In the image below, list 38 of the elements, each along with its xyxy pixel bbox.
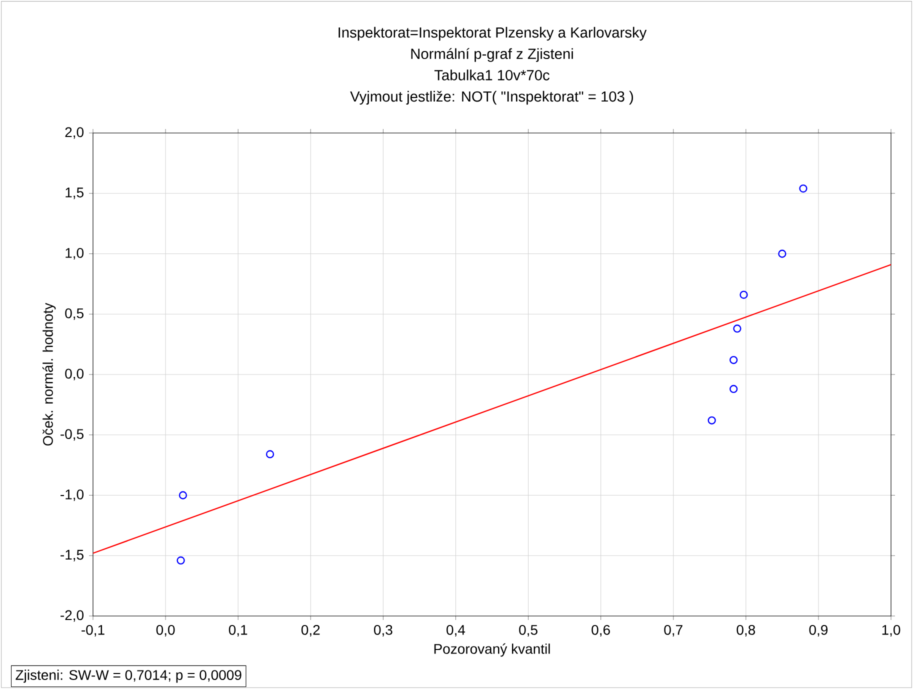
y-tick-label: 0,0	[65, 368, 84, 380]
y-tick-label: -0,5	[60, 429, 84, 441]
point	[266, 450, 274, 458]
y-tick-label: 0,5	[65, 308, 84, 320]
x-tick-label: -0,1	[82, 624, 104, 637]
point	[708, 416, 716, 424]
text: Tabulka1 10v*70c	[434, 70, 550, 80]
point	[176, 556, 185, 565]
y-tick-label: 2,0	[65, 127, 84, 139]
chart-subtitle: Normální p-graf z Zjisteni	[411, 48, 573, 62]
x-axis-title: Pozorovaný kvantil	[434, 643, 550, 657]
y-tick-label: -1,0	[60, 489, 84, 502]
x-tick-label: 0,1	[228, 624, 248, 637]
x-tick-label: 0,9	[809, 624, 828, 637]
x-tick-label: 0,3	[374, 624, 392, 637]
point	[733, 324, 742, 333]
y-tick-label: -1,5	[60, 550, 84, 562]
x-tick-label: 0,6	[592, 624, 610, 637]
point	[799, 184, 808, 193]
point	[740, 290, 748, 299]
x-tick-label: 0,8	[736, 624, 756, 637]
x-tick-label: 0,2	[301, 624, 320, 637]
x-tick-label: 0,5	[519, 624, 538, 637]
y-tick-label: -2,0	[60, 610, 84, 622]
y-tick-label: 1,5	[66, 188, 84, 200]
x-tick-label: 0,7	[664, 624, 682, 637]
point	[730, 384, 738, 394]
x-tick-label: 1,0	[882, 624, 900, 637]
x-tick-label: 0,0	[156, 624, 175, 637]
text: Zjisteni: SW-W = 0,7014; p = 0,0009	[16, 670, 242, 683]
y-tick-label: 1,0	[66, 248, 84, 260]
point	[730, 356, 738, 364]
text: Vyjmout jestliže: NOT( "Inspektorat" = 103 )	[350, 90, 634, 105]
point	[178, 491, 188, 500]
y-axis-title: Oček. normál. hodnoty	[42, 302, 56, 446]
point	[778, 250, 786, 258]
chart-title: Inspektorat=Inspektorat Plzensky a Karlovarsky	[338, 26, 647, 41]
x-tick-label: 0,4	[446, 624, 466, 637]
